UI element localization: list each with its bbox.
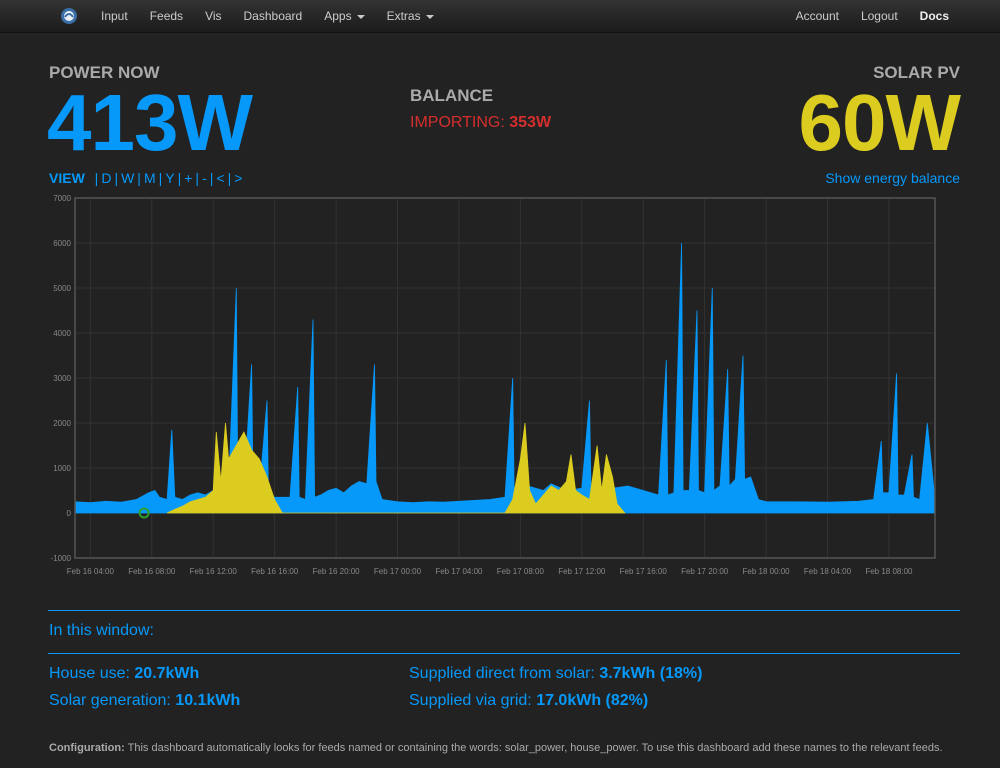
- view-separator: |: [137, 170, 141, 186]
- via-grid-stat: Supplied via grid: 17.0kWh (82%): [409, 692, 648, 710]
- configuration-label: Configuration:: [49, 742, 125, 754]
- y-tick-label: 6000: [53, 239, 71, 248]
- x-tick-label: Feb 17 08:00: [497, 567, 545, 576]
- power-now-value: 413W: [47, 78, 253, 167]
- nav-vis[interactable]: Vis: [194, 0, 232, 32]
- nav-right-menu: Account Logout Docs: [785, 0, 960, 32]
- nav-input-label: Input: [101, 9, 128, 23]
- emoncms-logo-icon[interactable]: [60, 7, 78, 25]
- house-use-label: House use:: [49, 665, 135, 682]
- navbar: Input Feeds Vis Dashboard Apps Extras Account…: [0, 0, 1000, 33]
- nav-extras[interactable]: Extras: [376, 0, 445, 32]
- via-grid-value: 17.0kWh (82%): [536, 692, 649, 709]
- house-use-value: 20.7kWh: [134, 665, 200, 682]
- view-separator: |: [94, 170, 99, 186]
- nav-apps-label: Apps: [324, 9, 352, 23]
- y-tick-label: 3000: [53, 374, 71, 383]
- divider-bottom: [48, 653, 960, 654]
- view-button-7[interactable]: >: [234, 170, 243, 186]
- power-now-label: POWER NOW: [49, 63, 160, 82]
- nav-vis-label: Vis: [205, 9, 222, 23]
- solar-generation-stat: Solar generation: 10.1kWh: [49, 692, 240, 710]
- series-area-solar_power: [166, 422, 626, 514]
- x-tick-label: Feb 17 20:00: [681, 567, 729, 576]
- x-tick-label: Feb 17 16:00: [620, 567, 668, 576]
- configuration-note: Configuration: This dashboard automatica…: [49, 742, 943, 754]
- via-grid-label: Supplied via grid:: [409, 692, 537, 709]
- nav-dashboard-label: Dashboard: [243, 9, 303, 23]
- nav-left-menu: Input Feeds Vis Dashboard Apps Extras: [90, 0, 445, 32]
- power-chart[interactable]: -1000 0 1000 2000 3000 4000 5000 6000 7000 Feb 16…: [0, 190, 1000, 580]
- balance-label: BALANCE: [410, 86, 494, 105]
- view-button-0[interactable]: D: [101, 170, 112, 186]
- nav-input[interactable]: Input: [90, 0, 139, 32]
- x-tick-label: Feb 17 04:00: [435, 567, 483, 576]
- nav-docs[interactable]: Docs: [919, 9, 949, 23]
- nav-account[interactable]: Account: [795, 9, 839, 23]
- caret-down-icon: [425, 14, 434, 19]
- x-tick-label: Feb 18 04:00: [804, 567, 852, 576]
- view-button-1[interactable]: W: [121, 170, 135, 186]
- nav-dashboard[interactable]: Dashboard: [233, 0, 314, 32]
- solar-pv-label: SOLAR PV: [873, 63, 960, 82]
- plot-frame: [74, 197, 936, 559]
- x-tick-label: Feb 17 00:00: [374, 567, 422, 576]
- y-tick-label: 1000: [53, 464, 71, 473]
- nav-feeds-label: Feeds: [149, 9, 184, 23]
- balance-value: 353W: [509, 114, 552, 131]
- show-energy-balance-link[interactable]: Show energy balance: [825, 170, 960, 186]
- view-button-4[interactable]: +: [184, 170, 193, 186]
- direct-solar-stat: Supplied direct from solar: 3.7kWh (18%): [409, 665, 702, 683]
- view-controls: VIEW | D | W | M | Y | + | - | < | >: [49, 170, 242, 186]
- solar-generation-label: Solar generation:: [49, 692, 176, 709]
- direct-solar-label: Supplied direct from solar:: [409, 665, 600, 682]
- nav-feeds[interactable]: Feeds: [139, 0, 194, 32]
- view-label: VIEW: [49, 170, 85, 186]
- view-button-5[interactable]: -: [202, 170, 207, 186]
- summary-heading: In this window:: [49, 622, 154, 639]
- x-tick-label: Feb 16 08:00: [128, 567, 176, 576]
- x-tick-label: Feb 16 20:00: [312, 567, 360, 576]
- y-tick-label: 4000: [53, 329, 71, 338]
- caret-down-icon: [356, 14, 365, 19]
- divider-top: [48, 610, 960, 611]
- nav-apps[interactable]: Apps: [313, 0, 375, 32]
- view-separator: |: [209, 170, 214, 186]
- y-tick-label: 2000: [53, 419, 71, 428]
- x-tick-label: Feb 16 16:00: [251, 567, 299, 576]
- y-tick-label: 5000: [53, 284, 71, 293]
- nav-extras-label: Extras: [386, 9, 421, 23]
- configuration-text: This dashboard automatically looks for f…: [124, 742, 943, 754]
- x-tick-label: Feb 17 12:00: [558, 567, 606, 576]
- hover-marker: [138, 507, 150, 519]
- balance-status: IMPORTING: 353W: [410, 114, 551, 132]
- view-separator: |: [227, 170, 232, 186]
- view-separator: |: [195, 170, 200, 186]
- x-tick-label: Feb 18 08:00: [865, 567, 913, 576]
- view-separator: |: [114, 170, 119, 186]
- y-tick-label: 0: [67, 509, 72, 518]
- direct-solar-value: 3.7kWh (18%): [599, 665, 703, 682]
- x-tick-label: Feb 18 00:00: [742, 567, 790, 576]
- view-button-2[interactable]: M: [143, 170, 156, 186]
- view-separator: |: [158, 170, 163, 186]
- solar-pv-value: 60W: [798, 78, 961, 167]
- x-tick-label: Feb 16 04:00: [67, 567, 115, 576]
- view-separator: |: [177, 170, 182, 186]
- nav-logout[interactable]: Logout: [860, 9, 898, 23]
- x-tick-label: Feb 16 12:00: [190, 567, 238, 576]
- view-button-3[interactable]: Y: [165, 170, 175, 186]
- y-tick-label: -1000: [51, 554, 72, 563]
- house-use-stat: House use: 20.7kWh: [49, 665, 199, 683]
- y-tick-label: 7000: [53, 194, 71, 203]
- solar-generation-value: 10.1kWh: [175, 692, 241, 709]
- view-button-6[interactable]: <: [216, 170, 225, 186]
- balance-prefix: IMPORTING:: [410, 114, 510, 131]
